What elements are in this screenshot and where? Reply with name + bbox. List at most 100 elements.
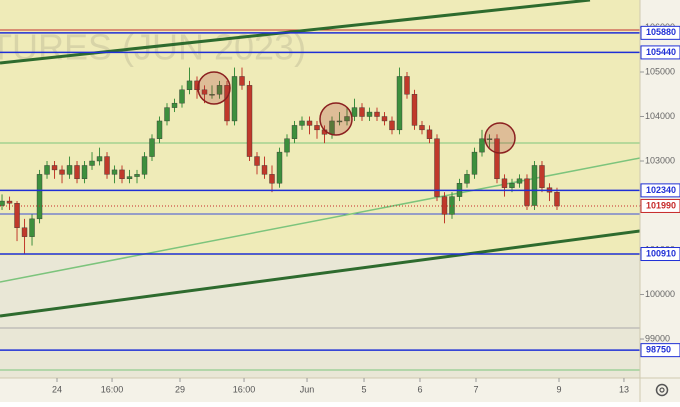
x-tick-label: 9 [556,384,561,394]
price-label: 100910 [646,248,676,258]
price-label-box [640,198,680,213]
candle-body [404,76,410,95]
candle-body [81,165,88,180]
y-tick-label: 104000 [645,111,675,121]
candle-body [419,125,425,131]
time-axis [0,378,640,402]
price-label-box [640,183,680,198]
candle-body [299,120,305,126]
candle-body [411,94,418,126]
x-tick-label: 13 [619,384,629,394]
candle-body [149,138,155,157]
x-tick-label: Jun [300,384,315,394]
candle-body [479,138,485,153]
y-tick-label: 105000 [645,66,675,76]
candle-body [14,203,20,228]
candle-body [449,196,455,215]
x-tick-label: 6 [417,384,422,394]
candle-body [539,165,545,188]
candle-body [381,116,388,122]
candle-body [426,129,433,139]
candle-body [119,169,125,180]
price-label-box [640,247,680,262]
candle-body [209,94,215,96]
candle-body [156,120,163,139]
candle-body [269,174,275,184]
y-tick-label: 100000 [645,289,675,299]
candle-body [51,165,58,171]
price-label-box [640,45,680,60]
price-label-box [640,343,680,358]
candle-body [126,176,133,180]
candle-body [111,169,118,175]
candle-body [374,111,380,117]
highlight-circle [319,102,353,136]
settings-gear-center[interactable] [659,387,665,393]
candle-body [171,102,178,108]
candle-body [21,227,28,237]
x-tick-label: 24 [52,384,62,394]
candle-body [516,178,523,184]
candle-body [336,120,343,123]
candle-body [494,138,500,180]
settings-icon[interactable] [655,383,669,397]
x-tick-label: 5 [362,384,367,394]
candle-body [104,156,110,175]
candle-body [66,165,73,175]
candle-body [531,165,538,206]
candle-body [164,107,170,122]
candle-body [96,156,103,162]
x-tick-label: 29 [175,384,185,394]
x-tick-label: 16:00 [101,384,124,394]
candle-body [141,156,148,175]
candle-body [239,76,245,86]
candle-body [501,178,508,188]
x-tick-label: 7 [473,384,478,394]
candle-body [359,107,365,117]
candle-body [554,191,560,207]
candle-body [246,85,253,157]
candle-body [44,165,50,175]
candle-body [186,80,193,91]
candle-body [524,178,530,206]
candle-body [291,125,298,139]
settings-gear[interactable] [655,383,669,397]
x-tick-label: 16:00 [233,384,256,394]
candle-body [306,120,313,126]
candle-body [254,156,260,166]
candle-body [351,107,358,117]
highlight-circle [484,122,516,154]
price-label: 98750 [646,345,671,355]
candle-body [284,138,290,153]
candle-body [464,174,470,184]
price-label: 105440 [646,47,676,57]
candle-body [276,151,283,184]
axis-labels: 9900010000010100010200010300010400010500… [52,22,680,394]
candle-body [224,85,230,122]
price-label: 102340 [646,185,676,195]
candle-body [314,125,320,131]
candle-body [344,116,350,122]
price-label: 105880 [646,27,676,37]
candle-body [509,183,515,188]
candle-body [74,165,80,180]
candle-body [216,85,223,95]
candle-body [201,89,208,95]
price-label-box [640,25,680,40]
candle-body [6,200,13,204]
candle-body [471,151,478,175]
candle-body [366,111,373,117]
highlight-circle [197,71,231,105]
trend-line [0,229,641,318]
lower-zone [0,256,640,378]
candle-body [261,165,268,175]
candle-body [434,138,440,197]
y-tick-label: 103000 [645,155,675,165]
y-tick-label: 99000 [645,333,670,343]
candle-body [179,89,185,104]
candle-body [486,138,493,140]
candle-body [396,76,403,131]
candle-body [36,174,43,220]
